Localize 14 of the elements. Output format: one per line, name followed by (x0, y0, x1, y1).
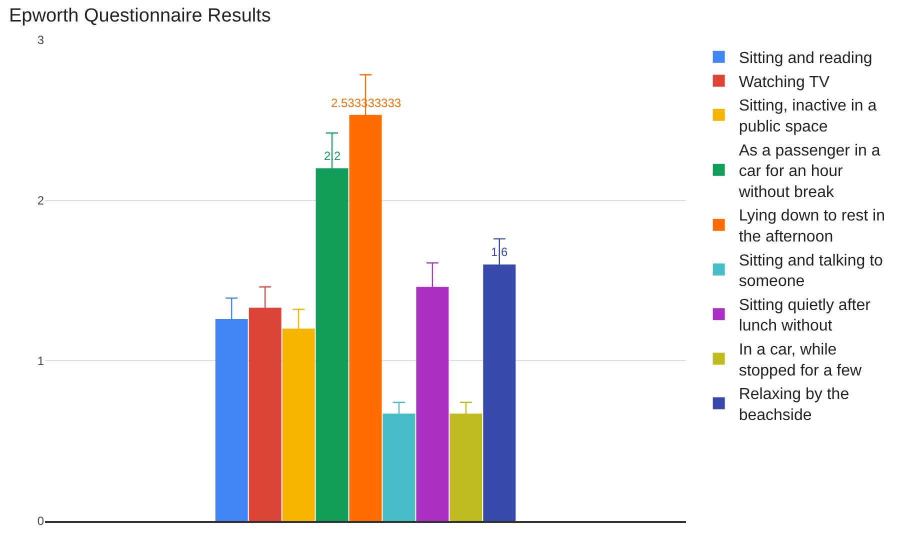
legend-label: Sitting and talking to someone (738, 252, 884, 290)
legend-label: In a car, while stopped for a few (738, 342, 862, 380)
legend-label: As a passenger in a car for an hour without break (738, 142, 880, 201)
y-tick-label: 0 (37, 514, 44, 528)
legend-label: Relaxing by the beachside (738, 386, 850, 424)
legend-label: Watching TV (738, 74, 830, 91)
y-tick-label: 3 (37, 33, 44, 48)
y-tick-label: 1 (37, 354, 44, 368)
y-tick-label: 2 (37, 194, 44, 208)
legend-label: Sitting and reading (738, 50, 872, 68)
legend-label: Sitting quietly after lunch without (738, 296, 872, 335)
chart-title: Epworth Questionnaire Results (9, 5, 271, 26)
legend-label: Sitting, inactive in a public space (738, 98, 877, 136)
legend-label: Lying down to rest in the afternoon (738, 208, 885, 246)
